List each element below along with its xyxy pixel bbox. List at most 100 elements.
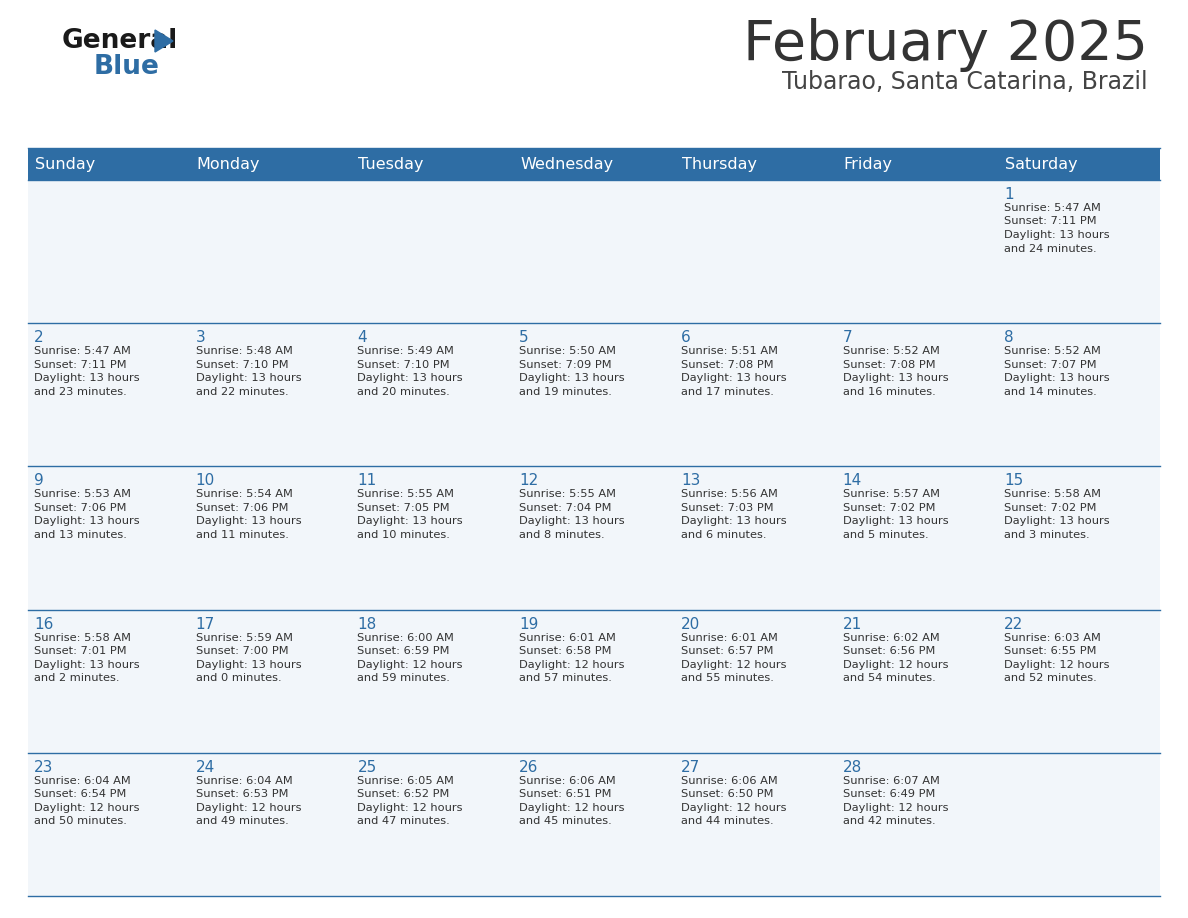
Text: Sunset: 6:55 PM: Sunset: 6:55 PM bbox=[1004, 646, 1097, 656]
Text: 19: 19 bbox=[519, 617, 538, 632]
Text: Tubarao, Santa Catarina, Brazil: Tubarao, Santa Catarina, Brazil bbox=[783, 70, 1148, 94]
Text: 16: 16 bbox=[34, 617, 53, 632]
Text: Sunrise: 6:00 AM: Sunrise: 6:00 AM bbox=[358, 633, 454, 643]
Text: Sunset: 7:06 PM: Sunset: 7:06 PM bbox=[34, 503, 126, 513]
Text: and 57 minutes.: and 57 minutes. bbox=[519, 673, 612, 683]
Bar bbox=[190, 610, 352, 753]
Text: Sunrise: 6:05 AM: Sunrise: 6:05 AM bbox=[358, 776, 454, 786]
Text: Sunrise: 5:57 AM: Sunrise: 5:57 AM bbox=[842, 489, 940, 499]
Text: Sunset: 7:03 PM: Sunset: 7:03 PM bbox=[681, 503, 773, 513]
Text: Sunrise: 5:55 AM: Sunrise: 5:55 AM bbox=[519, 489, 617, 499]
Text: Sunset: 7:01 PM: Sunset: 7:01 PM bbox=[34, 646, 127, 656]
Bar bbox=[675, 148, 836, 180]
Text: and 3 minutes.: and 3 minutes. bbox=[1004, 530, 1089, 540]
Text: 13: 13 bbox=[681, 474, 700, 488]
Text: and 42 minutes.: and 42 minutes. bbox=[842, 816, 935, 826]
Text: Sunset: 7:11 PM: Sunset: 7:11 PM bbox=[1004, 217, 1097, 227]
Text: Daylight: 13 hours: Daylight: 13 hours bbox=[519, 374, 625, 383]
Text: Sunrise: 5:52 AM: Sunrise: 5:52 AM bbox=[842, 346, 940, 356]
Text: Daylight: 12 hours: Daylight: 12 hours bbox=[519, 660, 625, 669]
Bar bbox=[190, 148, 352, 180]
Bar bbox=[513, 323, 675, 466]
Text: and 17 minutes.: and 17 minutes. bbox=[681, 386, 773, 397]
Text: Daylight: 12 hours: Daylight: 12 hours bbox=[1004, 660, 1110, 669]
Bar bbox=[352, 753, 513, 896]
Text: Sunset: 7:09 PM: Sunset: 7:09 PM bbox=[519, 360, 612, 370]
Text: Sunset: 6:57 PM: Sunset: 6:57 PM bbox=[681, 646, 773, 656]
Text: and 2 minutes.: and 2 minutes. bbox=[34, 673, 120, 683]
Bar bbox=[675, 180, 836, 323]
Text: and 54 minutes.: and 54 minutes. bbox=[842, 673, 935, 683]
Text: 23: 23 bbox=[34, 760, 53, 775]
Text: Sunrise: 6:04 AM: Sunrise: 6:04 AM bbox=[34, 776, 131, 786]
Text: Sunset: 7:06 PM: Sunset: 7:06 PM bbox=[196, 503, 289, 513]
Text: and 50 minutes.: and 50 minutes. bbox=[34, 816, 127, 826]
Text: Sunset: 6:49 PM: Sunset: 6:49 PM bbox=[842, 789, 935, 800]
Text: 20: 20 bbox=[681, 617, 700, 632]
Text: Sunset: 7:08 PM: Sunset: 7:08 PM bbox=[842, 360, 935, 370]
Text: Daylight: 13 hours: Daylight: 13 hours bbox=[358, 517, 463, 526]
Text: Sunrise: 6:01 AM: Sunrise: 6:01 AM bbox=[681, 633, 778, 643]
Text: Sunset: 7:11 PM: Sunset: 7:11 PM bbox=[34, 360, 127, 370]
Text: Daylight: 13 hours: Daylight: 13 hours bbox=[842, 374, 948, 383]
Text: 15: 15 bbox=[1004, 474, 1024, 488]
Text: Sunrise: 5:49 AM: Sunrise: 5:49 AM bbox=[358, 346, 454, 356]
Text: Sunday: Sunday bbox=[34, 156, 95, 172]
Text: and 6 minutes.: and 6 minutes. bbox=[681, 530, 766, 540]
Text: Daylight: 13 hours: Daylight: 13 hours bbox=[681, 374, 786, 383]
Bar bbox=[29, 753, 190, 896]
Text: Blue: Blue bbox=[94, 54, 160, 80]
Text: Sunset: 6:53 PM: Sunset: 6:53 PM bbox=[196, 789, 289, 800]
Text: 17: 17 bbox=[196, 617, 215, 632]
Bar bbox=[29, 610, 190, 753]
Text: Daylight: 12 hours: Daylight: 12 hours bbox=[34, 803, 139, 812]
Bar bbox=[836, 323, 998, 466]
Text: Sunset: 7:08 PM: Sunset: 7:08 PM bbox=[681, 360, 773, 370]
Text: and 55 minutes.: and 55 minutes. bbox=[681, 673, 773, 683]
Text: Friday: Friday bbox=[843, 156, 892, 172]
Text: Sunset: 6:58 PM: Sunset: 6:58 PM bbox=[519, 646, 612, 656]
Text: 22: 22 bbox=[1004, 617, 1024, 632]
Bar bbox=[675, 610, 836, 753]
Text: Sunset: 6:59 PM: Sunset: 6:59 PM bbox=[358, 646, 450, 656]
Text: and 24 minutes.: and 24 minutes. bbox=[1004, 243, 1097, 253]
Text: and 19 minutes.: and 19 minutes. bbox=[519, 386, 612, 397]
Bar bbox=[190, 753, 352, 896]
Bar bbox=[998, 466, 1159, 610]
Text: and 59 minutes.: and 59 minutes. bbox=[358, 673, 450, 683]
Bar bbox=[998, 148, 1159, 180]
Text: and 13 minutes.: and 13 minutes. bbox=[34, 530, 127, 540]
Bar bbox=[675, 753, 836, 896]
Bar bbox=[352, 323, 513, 466]
Text: 14: 14 bbox=[842, 474, 861, 488]
Text: and 45 minutes.: and 45 minutes. bbox=[519, 816, 612, 826]
Text: Wednesday: Wednesday bbox=[520, 156, 613, 172]
Bar bbox=[190, 180, 352, 323]
Text: Daylight: 13 hours: Daylight: 13 hours bbox=[1004, 517, 1110, 526]
Text: Daylight: 13 hours: Daylight: 13 hours bbox=[1004, 374, 1110, 383]
Text: 7: 7 bbox=[842, 330, 852, 345]
Text: Sunrise: 5:58 AM: Sunrise: 5:58 AM bbox=[1004, 489, 1101, 499]
Bar bbox=[836, 466, 998, 610]
Text: Sunrise: 5:55 AM: Sunrise: 5:55 AM bbox=[358, 489, 455, 499]
Text: Sunset: 6:56 PM: Sunset: 6:56 PM bbox=[842, 646, 935, 656]
Text: 11: 11 bbox=[358, 474, 377, 488]
Text: 3: 3 bbox=[196, 330, 206, 345]
Bar bbox=[29, 180, 190, 323]
Text: and 49 minutes.: and 49 minutes. bbox=[196, 816, 289, 826]
Text: and 16 minutes.: and 16 minutes. bbox=[842, 386, 935, 397]
Bar bbox=[836, 148, 998, 180]
Text: 27: 27 bbox=[681, 760, 700, 775]
Text: 26: 26 bbox=[519, 760, 538, 775]
Text: Sunrise: 6:07 AM: Sunrise: 6:07 AM bbox=[842, 776, 940, 786]
Text: Sunset: 7:10 PM: Sunset: 7:10 PM bbox=[358, 360, 450, 370]
Text: and 20 minutes.: and 20 minutes. bbox=[358, 386, 450, 397]
Text: Sunrise: 6:04 AM: Sunrise: 6:04 AM bbox=[196, 776, 292, 786]
Polygon shape bbox=[154, 30, 173, 52]
Text: and 47 minutes.: and 47 minutes. bbox=[358, 816, 450, 826]
Text: 18: 18 bbox=[358, 617, 377, 632]
Text: Daylight: 12 hours: Daylight: 12 hours bbox=[681, 660, 786, 669]
Text: Daylight: 12 hours: Daylight: 12 hours bbox=[842, 803, 948, 812]
Text: 4: 4 bbox=[358, 330, 367, 345]
Bar bbox=[352, 610, 513, 753]
